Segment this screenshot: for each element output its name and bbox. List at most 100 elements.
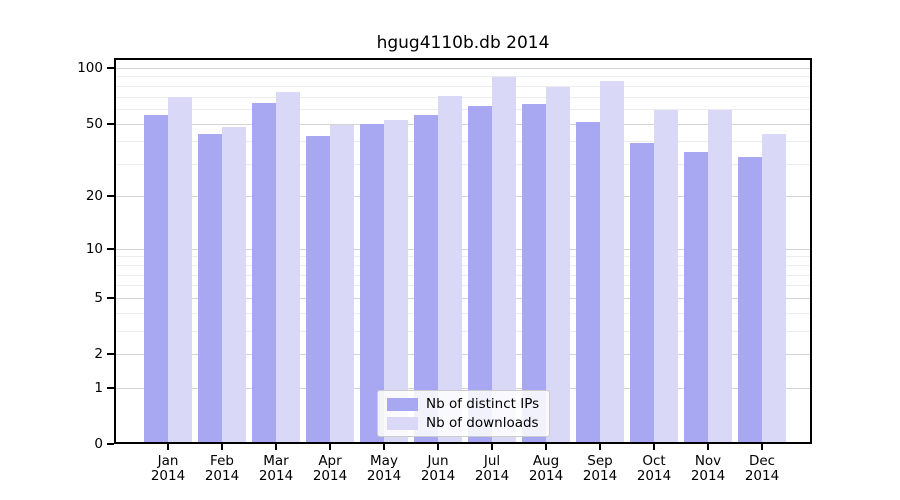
x-tick-mark-feb bbox=[221, 444, 223, 450]
bar-ips-apr bbox=[306, 135, 330, 442]
y-minor-gridline-70 bbox=[116, 97, 810, 98]
x-tick-month: Sep bbox=[587, 453, 613, 469]
y-minor-gridline-9 bbox=[116, 256, 810, 257]
bar-downloads-jun bbox=[438, 95, 462, 442]
x-tick-label-mar: Mar 2014 bbox=[248, 454, 304, 484]
x-tick-mark-jan bbox=[167, 444, 169, 450]
x-tick-mark-oct bbox=[653, 444, 655, 450]
x-tick-mark-may bbox=[383, 444, 385, 450]
y-minor-gridline-80 bbox=[116, 86, 810, 87]
bar-ips-aug bbox=[522, 103, 546, 442]
bar-ips-jan bbox=[144, 114, 168, 442]
y-minor-gridline-40 bbox=[116, 141, 810, 142]
bar-ips-nov bbox=[684, 151, 708, 442]
y-minor-gridline-3 bbox=[116, 331, 810, 332]
y-tick-label-0: 0 bbox=[94, 436, 103, 452]
x-tick-month: Mar bbox=[263, 453, 289, 469]
y-tick-label-10: 10 bbox=[85, 241, 103, 257]
x-tick-year: 2014 bbox=[528, 468, 564, 484]
y-tick-mark-50 bbox=[107, 123, 114, 125]
bar-ips-feb bbox=[198, 133, 222, 442]
x-tick-label-jul: Jul 2014 bbox=[464, 454, 520, 484]
x-tick-year: 2014 bbox=[636, 468, 672, 484]
y-minor-gridline-6 bbox=[116, 285, 810, 286]
y-minor-gridline-90 bbox=[116, 76, 810, 77]
x-tick-label-apr: Apr 2014 bbox=[302, 454, 358, 484]
y-tick-mark-5 bbox=[107, 297, 114, 299]
bar-ips-jul bbox=[468, 106, 492, 442]
legend-swatch-downloads bbox=[387, 416, 418, 430]
y-minor-gridline-7 bbox=[116, 275, 810, 276]
x-tick-month: Aug bbox=[532, 453, 560, 469]
x-tick-year: 2014 bbox=[150, 468, 186, 484]
x-tick-month: Feb bbox=[210, 453, 234, 469]
y-minor-gridline-4 bbox=[116, 313, 810, 314]
y-tick-label-5: 5 bbox=[94, 290, 103, 306]
bar-ips-mar bbox=[252, 102, 276, 442]
x-tick-year: 2014 bbox=[690, 468, 726, 484]
bar-downloads-dec bbox=[762, 133, 786, 442]
bar-downloads-nov bbox=[708, 110, 732, 442]
y-tick-mark-2 bbox=[107, 353, 114, 355]
x-tick-year: 2014 bbox=[258, 468, 294, 484]
x-tick-label-jun: Jun 2014 bbox=[410, 454, 466, 484]
bar-downloads-apr bbox=[330, 125, 354, 442]
bar-downloads-oct bbox=[654, 110, 678, 442]
y-tick-mark-100 bbox=[107, 67, 114, 69]
y-gridline-1 bbox=[116, 388, 810, 389]
x-tick-mark-aug bbox=[545, 444, 547, 450]
x-tick-mark-jul bbox=[491, 444, 493, 450]
x-tick-year: 2014 bbox=[366, 468, 402, 484]
y-tick-mark-0 bbox=[107, 443, 114, 445]
x-tick-year: 2014 bbox=[582, 468, 618, 484]
x-tick-month: Jun bbox=[427, 453, 449, 469]
y-minor-gridline-60 bbox=[116, 109, 810, 110]
y-tick-mark-1 bbox=[107, 387, 114, 389]
y-gridline-2 bbox=[116, 354, 810, 355]
legend: Nb of distinct IPs Nb of downloads bbox=[377, 390, 551, 437]
y-tick-mark-10 bbox=[107, 248, 114, 250]
x-tick-year: 2014 bbox=[312, 468, 348, 484]
bar-downloads-aug bbox=[546, 86, 570, 442]
legend-label-distinct-ips: Nb of distinct IPs bbox=[426, 396, 540, 412]
y-gridline-50 bbox=[116, 124, 810, 125]
x-tick-label-jan: Jan 2014 bbox=[140, 454, 196, 484]
y-gridline-20 bbox=[116, 196, 810, 197]
bar-ips-dec bbox=[738, 156, 762, 442]
y-tick-mark-20 bbox=[107, 195, 114, 197]
y-tick-label-20: 20 bbox=[85, 188, 103, 204]
x-tick-month: Jan bbox=[157, 453, 179, 469]
y-tick-label-50: 50 bbox=[85, 116, 103, 132]
x-tick-mark-jun bbox=[437, 444, 439, 450]
y-gridline-100 bbox=[116, 68, 810, 69]
x-tick-mark-mar bbox=[275, 444, 277, 450]
x-tick-label-sep: Sep 2014 bbox=[572, 454, 628, 484]
y-tick-label-1: 1 bbox=[94, 380, 103, 396]
x-tick-label-nov: Nov 2014 bbox=[680, 454, 736, 484]
x-tick-month: May bbox=[370, 453, 398, 469]
bar-downloads-sep bbox=[600, 81, 624, 442]
y-minor-gridline-8 bbox=[116, 265, 810, 266]
x-tick-month: Nov bbox=[694, 453, 722, 469]
legend-row-distinct-ips: Nb of distinct IPs bbox=[387, 396, 539, 412]
y-gridline-10 bbox=[116, 249, 810, 250]
x-tick-mark-apr bbox=[329, 444, 331, 450]
x-tick-label-may: May 2014 bbox=[356, 454, 412, 484]
x-tick-year: 2014 bbox=[204, 468, 240, 484]
bar-downloads-mar bbox=[276, 92, 300, 442]
bar-downloads-jul bbox=[492, 77, 516, 442]
x-tick-month: Apr bbox=[318, 453, 342, 469]
x-tick-mark-nov bbox=[707, 444, 709, 450]
x-tick-label-dec: Dec 2014 bbox=[734, 454, 790, 484]
bar-ips-oct bbox=[630, 143, 654, 442]
legend-label-downloads: Nb of downloads bbox=[426, 415, 539, 431]
legend-swatch-distinct-ips bbox=[387, 397, 418, 411]
x-tick-year: 2014 bbox=[474, 468, 510, 484]
x-tick-label-oct: Oct 2014 bbox=[626, 454, 682, 484]
chart-title: hgug4110b.db 2014 bbox=[376, 33, 550, 53]
x-tick-month: Oct bbox=[642, 453, 666, 469]
x-tick-label-feb: Feb 2014 bbox=[194, 454, 250, 484]
y-minor-gridline-30 bbox=[116, 164, 810, 165]
x-tick-mark-sep bbox=[599, 444, 601, 450]
